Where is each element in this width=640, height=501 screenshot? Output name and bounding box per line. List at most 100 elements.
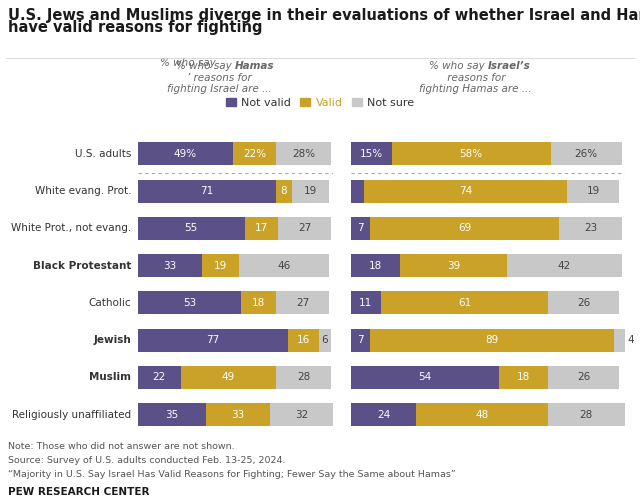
Text: % who say: % who say xyxy=(160,58,219,68)
Text: Religiously unaffiliated: Religiously unaffiliated xyxy=(12,410,131,420)
Bar xyxy=(138,403,206,426)
Text: ’ reasons for
fighting Israel are ...: ’ reasons for fighting Israel are ... xyxy=(167,73,271,94)
Text: % who say: % who say xyxy=(176,61,236,71)
Bar xyxy=(351,403,417,426)
Bar xyxy=(548,403,625,426)
Text: 7: 7 xyxy=(357,223,364,233)
Bar xyxy=(276,366,331,389)
Bar xyxy=(138,180,276,203)
Text: U.S. Jews and Muslims diverge in their evaluations of whether Israel and Hamas: U.S. Jews and Muslims diverge in their e… xyxy=(8,8,640,23)
Text: 48: 48 xyxy=(476,410,489,420)
Text: 28%: 28% xyxy=(292,149,315,159)
Text: 16: 16 xyxy=(297,335,310,345)
Bar xyxy=(550,142,622,165)
Bar xyxy=(241,292,276,315)
Bar xyxy=(392,142,550,165)
Bar xyxy=(138,366,180,389)
Text: 23: 23 xyxy=(584,223,597,233)
Bar xyxy=(351,292,381,315)
Text: 27: 27 xyxy=(296,298,309,308)
Text: 28: 28 xyxy=(297,372,310,382)
Text: 18: 18 xyxy=(252,298,265,308)
Text: 89: 89 xyxy=(485,335,499,345)
Text: 19: 19 xyxy=(304,186,317,196)
Bar xyxy=(276,292,329,315)
Text: 8: 8 xyxy=(281,186,287,196)
Text: 49%: 49% xyxy=(174,149,197,159)
Text: “Majority in U.S. Say Israel Has Valid Reasons for Fighting; Fewer Say the Same : “Majority in U.S. Say Israel Has Valid R… xyxy=(8,470,456,479)
Bar xyxy=(548,292,619,315)
Text: 39: 39 xyxy=(447,261,460,271)
Text: 53: 53 xyxy=(182,298,196,308)
Text: Jewish: Jewish xyxy=(93,335,131,345)
Bar xyxy=(364,180,567,203)
Text: PEW RESEARCH CENTER: PEW RESEARCH CENTER xyxy=(8,487,150,497)
Bar xyxy=(138,292,241,315)
Text: 11: 11 xyxy=(359,298,372,308)
Text: reasons for
fighting Hamas are ...: reasons for fighting Hamas are ... xyxy=(419,73,531,94)
Text: 46: 46 xyxy=(277,261,291,271)
Text: 19: 19 xyxy=(214,261,227,271)
Bar xyxy=(276,142,331,165)
Text: 32: 32 xyxy=(295,410,308,420)
Text: 15%: 15% xyxy=(360,149,383,159)
Bar xyxy=(351,142,392,165)
Bar xyxy=(278,217,331,240)
Text: Black Protestant: Black Protestant xyxy=(33,261,131,271)
Text: % who say: % who say xyxy=(429,61,488,71)
Bar xyxy=(567,180,619,203)
Bar xyxy=(138,217,245,240)
Bar xyxy=(138,254,202,277)
Bar xyxy=(319,329,331,352)
Text: 42: 42 xyxy=(557,261,571,271)
Text: 49: 49 xyxy=(221,372,235,382)
Text: 74: 74 xyxy=(459,186,472,196)
Text: 24: 24 xyxy=(377,410,390,420)
Text: have valid reasons for fighting: have valid reasons for fighting xyxy=(8,20,263,35)
Text: 55: 55 xyxy=(185,223,198,233)
Bar xyxy=(499,366,548,389)
Text: 26: 26 xyxy=(577,372,590,382)
Text: Muslim: Muslim xyxy=(89,372,131,382)
Text: Source: Survey of U.S. adults conducted Feb. 13-25, 2024.: Source: Survey of U.S. adults conducted … xyxy=(8,456,286,465)
Text: 69: 69 xyxy=(458,223,471,233)
Text: Hamas: Hamas xyxy=(236,61,275,71)
Bar xyxy=(370,217,559,240)
Bar xyxy=(507,254,622,277)
Text: 58%: 58% xyxy=(460,149,483,159)
Bar xyxy=(292,180,329,203)
Bar xyxy=(138,142,233,165)
Text: 4: 4 xyxy=(627,335,634,345)
Text: 26: 26 xyxy=(577,298,590,308)
Text: 61: 61 xyxy=(458,298,471,308)
Bar xyxy=(370,329,614,352)
Bar xyxy=(381,292,548,315)
Text: 18: 18 xyxy=(369,261,382,271)
Text: Note: Those who did not answer are not shown.: Note: Those who did not answer are not s… xyxy=(8,442,235,451)
Bar xyxy=(270,403,333,426)
Legend: Not valid, Valid, Not sure: Not valid, Valid, Not sure xyxy=(221,93,419,112)
Bar xyxy=(245,217,278,240)
Bar xyxy=(351,254,400,277)
Text: 22%: 22% xyxy=(243,149,266,159)
Text: 6: 6 xyxy=(322,335,328,345)
Bar xyxy=(233,142,276,165)
Text: 26%: 26% xyxy=(575,149,598,159)
Bar xyxy=(202,254,239,277)
Text: 28: 28 xyxy=(580,410,593,420)
Text: 33: 33 xyxy=(163,261,177,271)
Bar xyxy=(559,217,622,240)
Bar xyxy=(180,366,276,389)
Bar xyxy=(351,329,370,352)
Text: White Prot., not evang.: White Prot., not evang. xyxy=(11,223,131,233)
Text: 17: 17 xyxy=(255,223,268,233)
Text: 19: 19 xyxy=(586,186,600,196)
Text: 71: 71 xyxy=(200,186,214,196)
Bar xyxy=(276,180,292,203)
Text: Israel’s: Israel’s xyxy=(488,61,531,71)
Text: 35: 35 xyxy=(165,410,179,420)
Text: Catholic: Catholic xyxy=(88,298,131,308)
Bar xyxy=(206,403,270,426)
Text: 18: 18 xyxy=(516,372,530,382)
Bar xyxy=(351,217,370,240)
